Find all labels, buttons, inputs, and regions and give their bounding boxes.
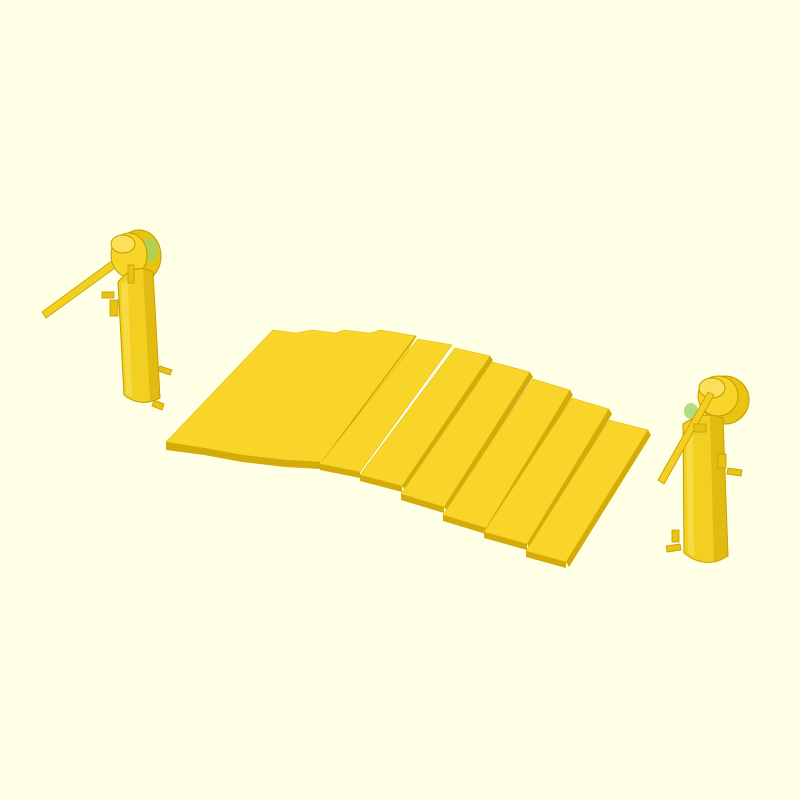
plank-edge xyxy=(401,494,444,513)
pin xyxy=(717,453,727,469)
plank-edge xyxy=(204,448,242,462)
left-post xyxy=(41,229,173,411)
plank-edge-right xyxy=(444,372,533,511)
post-light xyxy=(686,420,694,557)
plank-edge xyxy=(320,464,360,478)
pin xyxy=(671,529,680,543)
plank-set xyxy=(165,329,651,568)
pin xyxy=(157,365,173,376)
pin xyxy=(665,543,682,553)
pin xyxy=(726,467,743,477)
plank-edge xyxy=(166,442,204,455)
plank-edge-right xyxy=(402,356,493,490)
plank-edge xyxy=(285,460,320,469)
pin xyxy=(693,423,707,433)
pin xyxy=(151,399,165,411)
post-light xyxy=(121,280,132,397)
plank-edge xyxy=(360,475,402,492)
post-shade xyxy=(143,269,160,400)
plank-edge-right xyxy=(527,409,612,549)
plank-edge xyxy=(443,515,486,534)
pin xyxy=(109,299,119,317)
hub-cap xyxy=(110,234,136,254)
plank-edge xyxy=(484,532,527,550)
plank-edge xyxy=(526,551,566,568)
plank-edge xyxy=(242,455,285,467)
pin xyxy=(127,264,135,284)
pin xyxy=(101,291,115,299)
plank-edge-right xyxy=(566,430,651,567)
handle-rod xyxy=(657,391,715,485)
post-shade xyxy=(710,415,728,563)
right-post xyxy=(657,375,750,563)
